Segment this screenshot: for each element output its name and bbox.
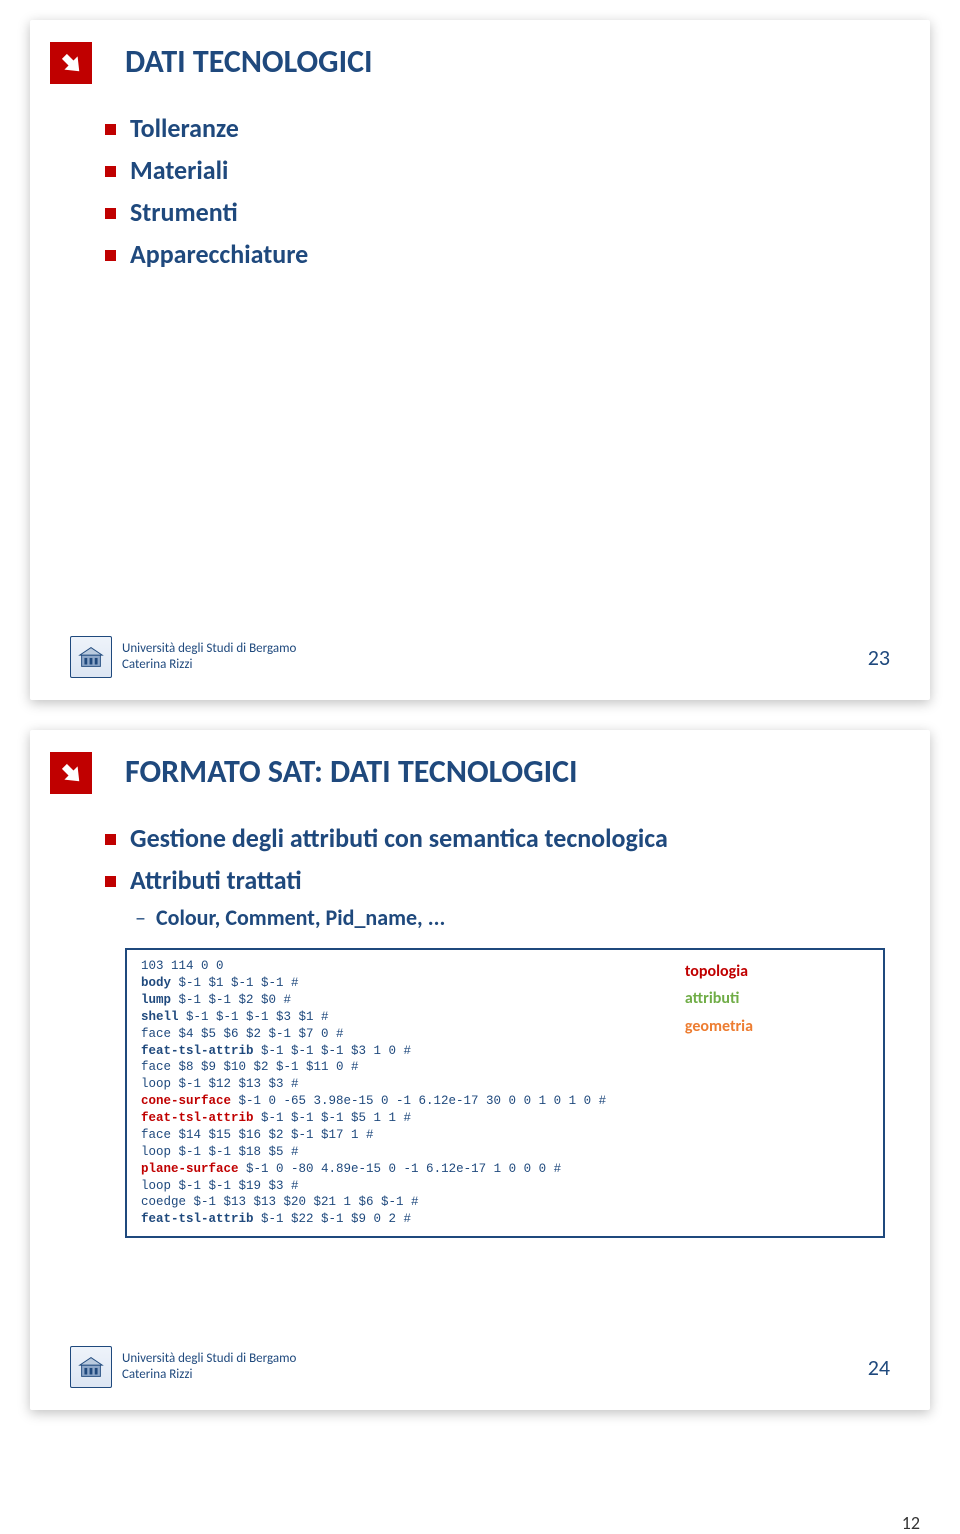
legend-topologia: topologia — [685, 958, 753, 985]
code-kw: lump — [141, 993, 171, 1007]
footer-university: Università degli Studi di Bergamo — [122, 641, 296, 657]
code-line: feat-tsl-attrib $-1 $-1 $-1 $5 1 1 # — [141, 1110, 869, 1127]
code-kw: feat-tsl-attrib — [141, 1212, 254, 1226]
slide-footer: Università degli Studi di Bergamo Cateri… — [70, 1346, 890, 1388]
code-kw-red: cone-surface — [141, 1094, 231, 1108]
footer-text: Università degli Studi di Bergamo Cateri… — [122, 641, 296, 674]
code-line: face $4 $5 $6 $2 $-1 $7 0 # — [141, 1026, 869, 1043]
document-page-number: 12 — [902, 1512, 920, 1534]
slide-1: DATI TECNOLOGICI Tolleranze Materiali St… — [30, 20, 930, 700]
code-rest: $-1 $1 $-1 $-1 # — [171, 976, 299, 990]
code-line: feat-tsl-attrib $-1 $22 $-1 $9 0 2 # — [141, 1211, 869, 1228]
code-line: loop $-1 $12 $13 $3 # — [141, 1076, 869, 1093]
code-line: plane-surface $-1 0 -80 4.89e-15 0 -1 6.… — [141, 1161, 869, 1178]
code-kw: body — [141, 976, 171, 990]
arrow-down-right-icon — [50, 752, 92, 794]
page-number: 23 — [868, 644, 890, 671]
code-line: shell $-1 $-1 $-1 $3 $1 # — [141, 1009, 869, 1026]
bullet-item: Materiali — [105, 149, 890, 191]
code-line: lump $-1 $-1 $2 $0 # — [141, 992, 869, 1009]
code-line: face $8 $9 $10 $2 $-1 $11 0 # — [141, 1059, 869, 1076]
code-rest: $-1 $-1 $-1 $3 1 0 # — [254, 1044, 412, 1058]
bullet-text: Materiali — [130, 154, 228, 186]
sub-bullet-item: Colour, Comment, Pid_name, ... — [105, 901, 890, 934]
bullet-text: Gestione degli attributi con semantica t… — [130, 822, 668, 854]
slide-2: FORMATO SAT: DATI TECNOLOGICI Gestione d… — [30, 730, 930, 1410]
bullet-text: Strumenti — [130, 196, 238, 228]
arrow-down-right-icon — [50, 42, 92, 84]
code-line: body $-1 $1 $-1 $-1 # — [141, 975, 869, 992]
footer-left: Università degli Studi di Bergamo Cateri… — [70, 1346, 296, 1388]
slide-content: Tolleranze Materiali Strumenti Apparecch… — [105, 107, 890, 275]
bullet-list: Tolleranze Materiali Strumenti Apparecch… — [105, 107, 890, 275]
code-box: topologia attributi geometria 103 114 0 … — [125, 948, 885, 1238]
slide-title: FORMATO SAT: DATI TECNOLOGICI — [125, 754, 890, 789]
footer-university: Università degli Studi di Bergamo — [122, 1351, 296, 1367]
code-line: loop $-1 $-1 $18 $5 # — [141, 1144, 869, 1161]
slide-content: Gestione degli attributi con semantica t… — [105, 817, 890, 1238]
code-rest: $-1 $-1 $-1 $3 $1 # — [179, 1010, 329, 1024]
bullet-list: Gestione degli attributi con semantica t… — [105, 817, 890, 934]
footer-author: Caterina Rizzi — [122, 657, 296, 673]
code-line: coedge $-1 $13 $13 $20 $21 1 $6 $-1 # — [141, 1194, 869, 1211]
slide-footer: Università degli Studi di Bergamo Cateri… — [70, 636, 890, 678]
bullet-item: Gestione degli attributi con semantica t… — [105, 817, 890, 859]
university-logo-icon — [70, 1346, 112, 1388]
bullet-text: Attributi trattati — [130, 864, 302, 896]
code-line: 103 114 0 0 — [141, 958, 869, 975]
sub-bullet-text: Colour, Comment, Pid_name, ... — [156, 904, 445, 931]
bullet-item: Apparecchiature — [105, 233, 890, 275]
footer-author: Caterina Rizzi — [122, 1367, 296, 1383]
bullet-text: Tolleranze — [130, 112, 239, 144]
code-kw-red: feat-tsl-attrib — [141, 1111, 254, 1125]
code-line: loop $-1 $-1 $19 $3 # — [141, 1178, 869, 1195]
code-line: cone-surface $-1 0 -65 3.98e-15 0 -1 6.1… — [141, 1093, 869, 1110]
legend-attributi: attributi — [685, 985, 753, 1012]
slide-title: DATI TECNOLOGICI — [125, 44, 890, 79]
legend-geometria: geometria — [685, 1013, 753, 1040]
page-number: 24 — [868, 1354, 890, 1381]
code-rest: $-1 $-1 $-1 $5 1 1 # — [254, 1111, 412, 1125]
code-rest: $-1 0 -80 4.89e-15 0 -1 6.12e-17 1 0 0 0… — [239, 1162, 562, 1176]
footer-left: Università degli Studi di Bergamo Cateri… — [70, 636, 296, 678]
bullet-text: Apparecchiature — [130, 238, 308, 270]
bullet-item: Tolleranze — [105, 107, 890, 149]
code-line: face $14 $15 $16 $2 $-1 $17 1 # — [141, 1127, 869, 1144]
code-rest: $-1 0 -65 3.98e-15 0 -1 6.12e-17 30 0 0 … — [231, 1094, 606, 1108]
code-rest: $-1 $22 $-1 $9 0 2 # — [254, 1212, 412, 1226]
bullet-item: Attributi trattati — [105, 859, 890, 901]
bullet-item: Strumenti — [105, 191, 890, 233]
code-rest: $-1 $-1 $2 $0 # — [171, 993, 291, 1007]
university-logo-icon — [70, 636, 112, 678]
code-line: feat-tsl-attrib $-1 $-1 $-1 $3 1 0 # — [141, 1043, 869, 1060]
code-kw: feat-tsl-attrib — [141, 1044, 254, 1058]
legend: topologia attributi geometria — [685, 958, 753, 1040]
footer-text: Università degli Studi di Bergamo Cateri… — [122, 1351, 296, 1384]
code-kw-red: plane-surface — [141, 1162, 239, 1176]
code-kw: shell — [141, 1010, 179, 1024]
